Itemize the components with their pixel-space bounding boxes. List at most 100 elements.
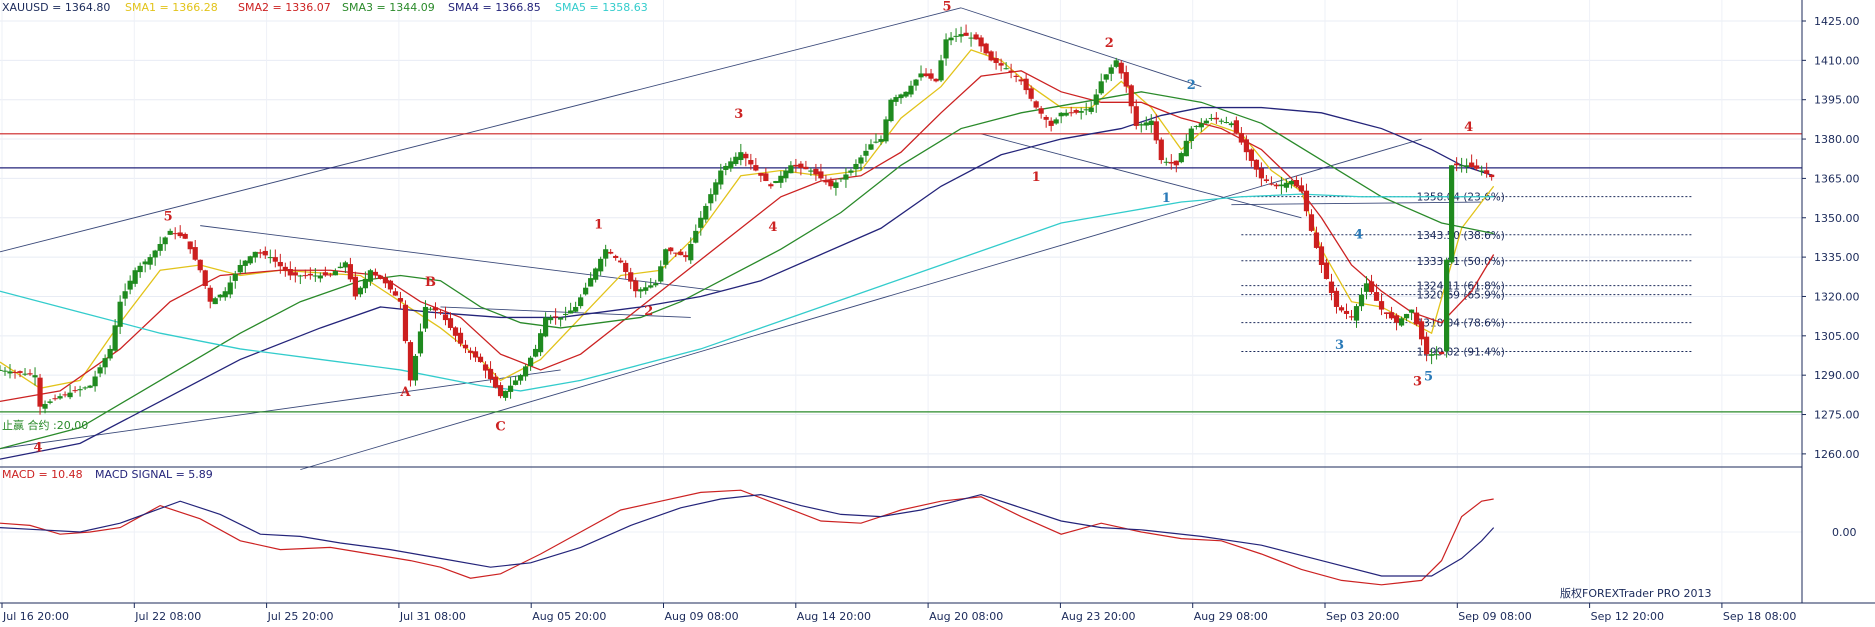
candle-body	[693, 230, 699, 243]
candle-body	[1023, 78, 1029, 91]
candle-body	[302, 275, 308, 277]
candle-body	[568, 310, 574, 314]
candle-body	[948, 37, 954, 41]
wave-label: 4	[1354, 228, 1363, 243]
candle-body	[998, 63, 1004, 66]
candle-body	[1018, 79, 1024, 82]
candle-body	[297, 275, 303, 277]
candle-body	[778, 175, 784, 183]
candle-body	[1033, 101, 1039, 108]
candle-body	[1459, 165, 1465, 167]
candle-body	[1128, 85, 1134, 107]
candle-body	[492, 376, 499, 388]
candle-body	[127, 280, 133, 290]
candle-body	[247, 256, 253, 264]
price-tick-label: 1380.00	[1814, 133, 1860, 146]
candle-body	[77, 389, 83, 391]
candle-body	[1283, 182, 1290, 188]
price-tick-label: 1350.00	[1814, 212, 1860, 225]
candle-body	[1484, 170, 1490, 174]
candle-body	[993, 58, 999, 63]
wave-label: 4	[768, 220, 777, 235]
candle-body	[883, 119, 889, 142]
candle-body	[673, 252, 679, 254]
candle-body	[1108, 67, 1114, 74]
candle-body	[1053, 119, 1059, 124]
candles	[0, 24, 1495, 415]
candle-body	[417, 331, 424, 354]
candle-body	[563, 313, 569, 315]
candle-body	[1454, 163, 1460, 166]
candle-body	[427, 308, 434, 310]
candle-body	[342, 262, 348, 268]
candle-body	[873, 141, 879, 143]
candle-body	[262, 250, 268, 256]
candle-body	[1444, 259, 1450, 352]
fib-label: 1310.04 (78.6%)	[1417, 318, 1505, 330]
price-tick-label: 1365.00	[1814, 172, 1860, 185]
candle-body	[122, 291, 128, 299]
candle-body	[452, 327, 459, 336]
candle-body	[668, 247, 674, 252]
watermark: 版权FOREXTrader PRO 2013	[1560, 586, 1711, 600]
candle-body	[553, 316, 559, 318]
wave-label: 5	[164, 209, 173, 224]
wave-label: 4	[1464, 120, 1473, 135]
candle-body	[212, 298, 218, 305]
legend-sma1: SMA1 = 1366.28	[125, 1, 218, 14]
candle-body	[362, 278, 369, 289]
candle-body	[1098, 81, 1104, 94]
candle-body	[1198, 123, 1204, 128]
candle-body	[938, 60, 944, 81]
wave-label: 3	[1413, 375, 1422, 390]
price-tick-label: 1305.00	[1814, 330, 1860, 343]
candle-body	[332, 271, 338, 276]
candle-body	[1178, 153, 1184, 163]
candle-body	[257, 252, 263, 254]
candle-body	[1398, 318, 1405, 326]
candle-body	[522, 366, 529, 377]
wave-label: 5	[943, 0, 952, 14]
candle-body	[1148, 120, 1154, 126]
candle-body	[763, 173, 769, 182]
candle-body	[367, 270, 374, 282]
candle-body	[1378, 301, 1385, 310]
candle-body	[1103, 74, 1109, 80]
candle-body	[1188, 128, 1194, 141]
wave-label: 3	[734, 107, 743, 122]
candle-body	[277, 261, 283, 267]
wave-label: 2	[1105, 36, 1114, 51]
wave-label: 4	[34, 440, 43, 455]
candle-body	[1303, 190, 1310, 212]
horizontal-levels	[0, 133, 1802, 413]
candle-body	[397, 298, 404, 302]
candle-body	[1008, 70, 1014, 73]
wave-label: A	[399, 385, 411, 400]
candle-body	[1043, 116, 1049, 120]
candle-body	[1113, 60, 1119, 67]
legend-sma3: SMA3 = 1344.09	[342, 1, 435, 14]
candle-body	[538, 333, 544, 353]
candle-body	[217, 294, 223, 298]
candle-body	[663, 249, 669, 265]
candle-body	[708, 194, 714, 204]
candle-body	[628, 272, 634, 282]
macd-line	[0, 489, 1494, 586]
trend-line	[300, 138, 1422, 471]
candle-body	[718, 170, 724, 185]
candle-body	[462, 344, 469, 349]
fib-label: 1333.61 (50.0%)	[1417, 256, 1505, 268]
candle-body	[1388, 312, 1395, 319]
candle-body	[833, 182, 839, 188]
candle-body	[32, 375, 38, 378]
candle-body	[1093, 94, 1099, 105]
candle-body	[898, 94, 904, 99]
time-tick-label: Jul 25 20:00	[267, 610, 334, 623]
candle-body	[578, 297, 584, 307]
candle-body	[733, 156, 739, 165]
grid	[0, 0, 1802, 603]
candle-body	[1413, 312, 1420, 325]
